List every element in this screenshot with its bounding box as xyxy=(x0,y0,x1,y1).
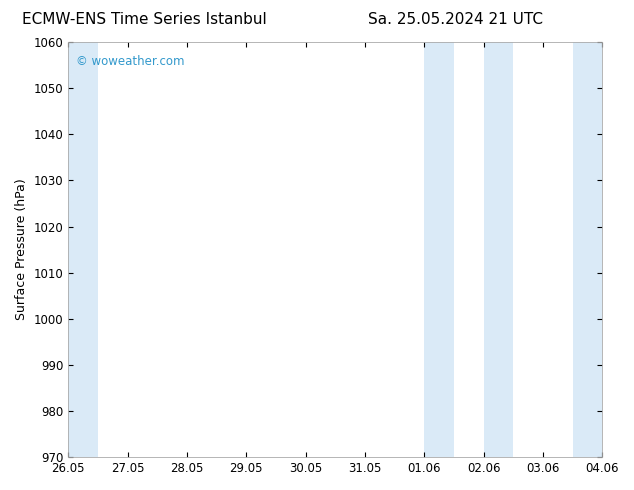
Bar xyxy=(68,42,98,457)
Y-axis label: Surface Pressure (hPa): Surface Pressure (hPa) xyxy=(15,179,28,320)
Text: © woweather.com: © woweather.com xyxy=(76,54,184,68)
Text: Sa. 25.05.2024 21 UTC: Sa. 25.05.2024 21 UTC xyxy=(368,12,543,27)
Text: ECMW-ENS Time Series Istanbul: ECMW-ENS Time Series Istanbul xyxy=(22,12,266,27)
Bar xyxy=(602,42,632,457)
Bar xyxy=(484,42,514,457)
Bar xyxy=(573,42,602,457)
Bar xyxy=(424,42,454,457)
